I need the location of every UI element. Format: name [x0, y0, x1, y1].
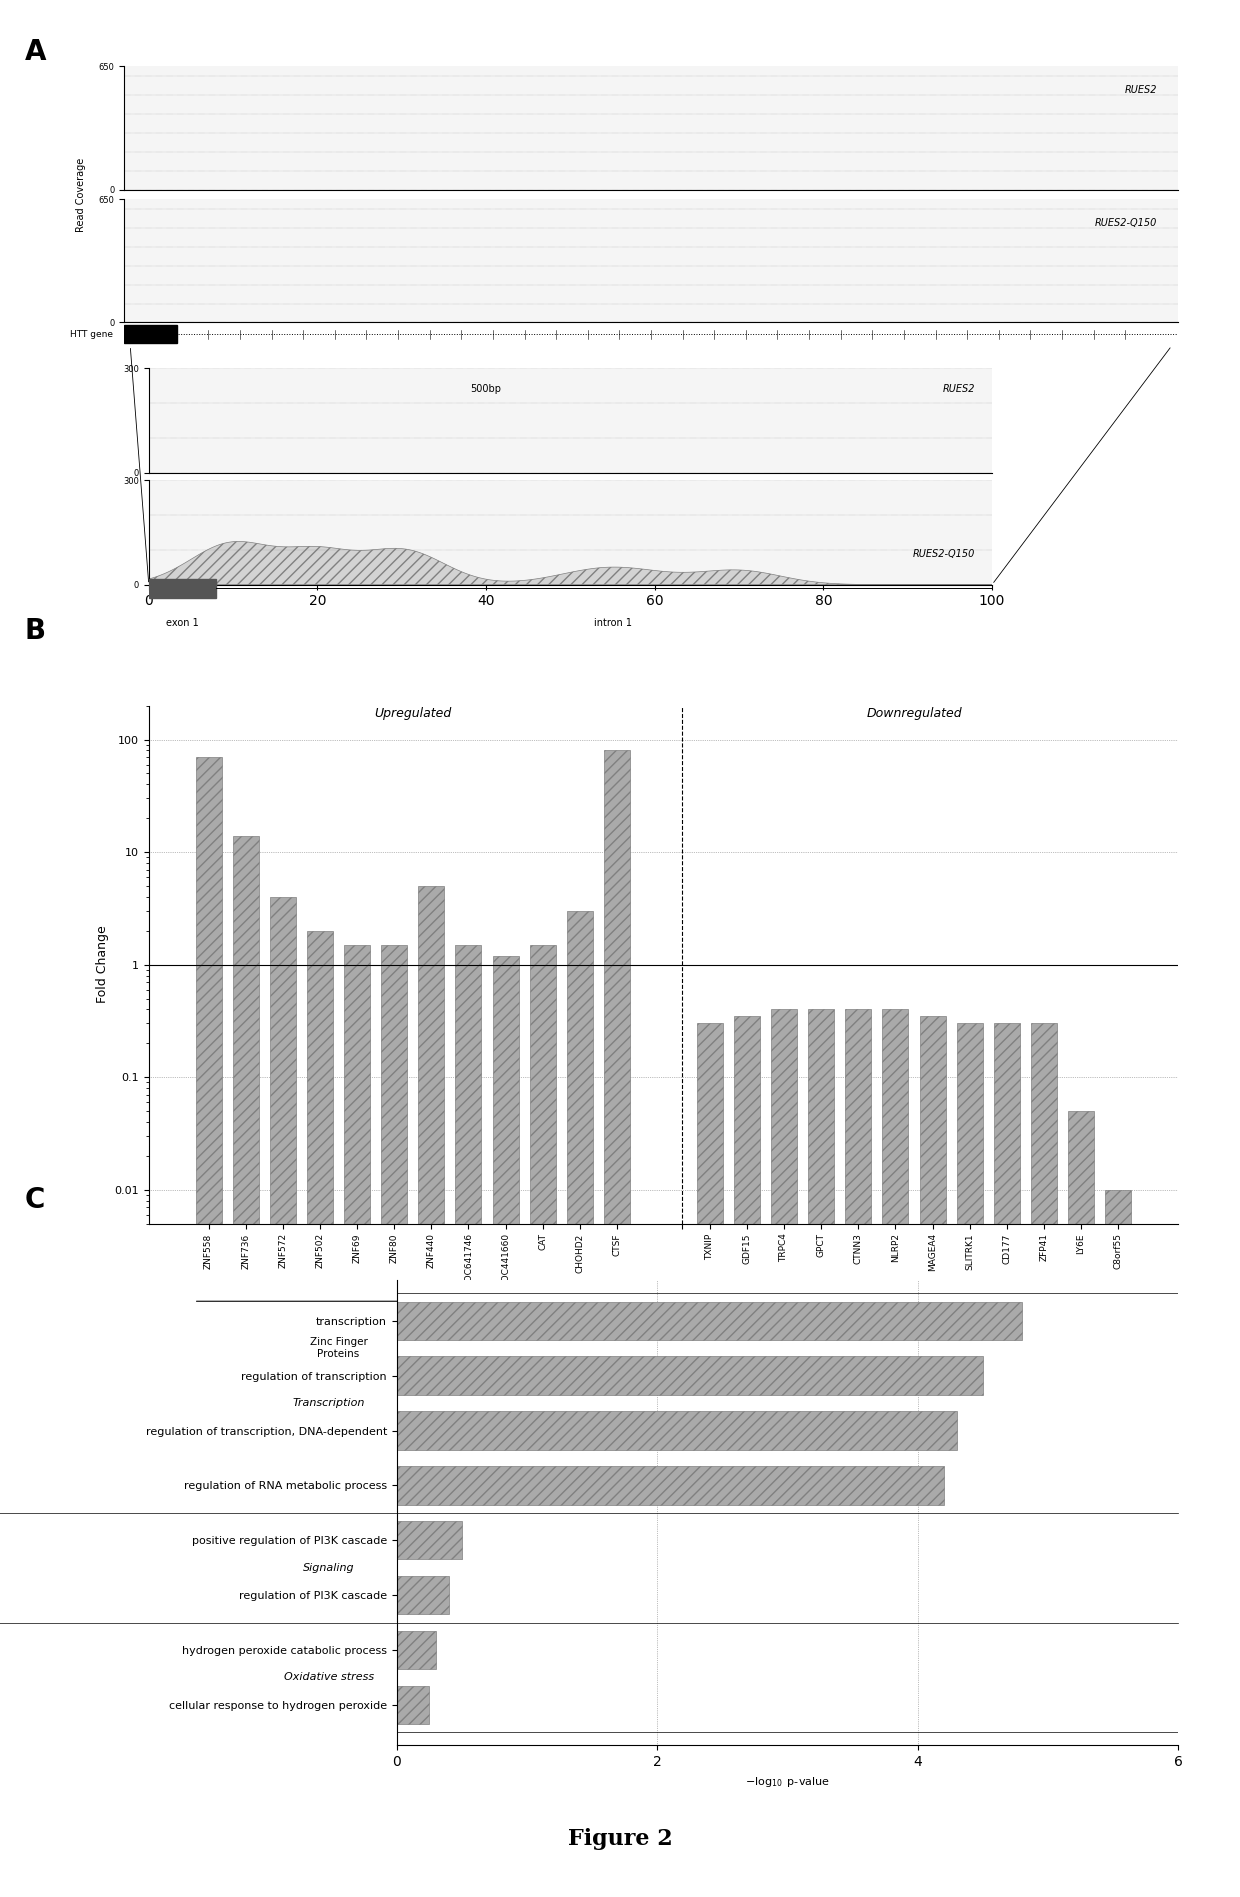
Bar — [920, 1017, 946, 1897]
Text: RUES2-Q150: RUES2-Q150 — [913, 548, 975, 558]
Text: Oxidative stress: Oxidative stress — [284, 1673, 374, 1683]
Bar — [343, 945, 370, 1897]
Text: RUES2-Q150: RUES2-Q150 — [1095, 218, 1157, 228]
Bar — [604, 751, 630, 1897]
Text: Upregulated: Upregulated — [374, 708, 451, 719]
Text: HTT gene: HTT gene — [71, 330, 114, 340]
Bar — [397, 1576, 449, 1614]
Bar — [846, 1009, 872, 1897]
Text: A: A — [25, 38, 46, 66]
Bar — [381, 945, 407, 1897]
Bar — [397, 1631, 436, 1669]
Text: Read Coverage: Read Coverage — [76, 157, 86, 231]
Bar — [397, 1356, 982, 1394]
Bar — [808, 1009, 835, 1897]
Text: RUES2: RUES2 — [942, 383, 975, 395]
Text: exon 1: exon 1 — [166, 618, 198, 628]
Text: B: B — [25, 617, 46, 645]
Bar — [529, 945, 556, 1897]
Text: RUES2: RUES2 — [1125, 85, 1157, 95]
Bar — [1068, 1112, 1094, 1897]
Text: Downregulated: Downregulated — [867, 708, 962, 719]
Bar — [492, 956, 518, 1897]
Y-axis label: Fold Change: Fold Change — [95, 926, 109, 1004]
Bar — [397, 1301, 1022, 1339]
Text: lncRNAs: lncRNAs — [521, 1337, 564, 1347]
Bar — [771, 1009, 797, 1897]
Bar — [397, 1521, 461, 1559]
Bar — [397, 1466, 944, 1504]
Bar — [1030, 1024, 1056, 1897]
Bar — [734, 1017, 760, 1897]
Bar — [993, 1024, 1019, 1897]
Text: Zinc Finger
Proteins: Zinc Finger Proteins — [310, 1337, 367, 1358]
Bar — [196, 757, 222, 1897]
Text: Signaling: Signaling — [304, 1563, 355, 1573]
Text: Figure 2: Figure 2 — [568, 1827, 672, 1850]
Text: intron 1: intron 1 — [594, 618, 631, 628]
Bar — [567, 911, 593, 1897]
Text: Transcription: Transcription — [293, 1398, 366, 1408]
Bar — [883, 1009, 909, 1897]
Bar — [397, 1686, 429, 1724]
Bar — [697, 1024, 723, 1897]
Bar — [149, 579, 216, 598]
Bar — [233, 837, 259, 1897]
Bar — [1105, 1189, 1131, 1897]
Bar — [957, 1024, 983, 1897]
Bar — [308, 931, 334, 1897]
Bar — [124, 324, 176, 343]
Bar — [418, 886, 444, 1897]
X-axis label: $-\log_{10}$ p-value: $-\log_{10}$ p-value — [745, 1774, 830, 1789]
Bar — [397, 1411, 956, 1449]
Bar — [270, 897, 296, 1897]
Bar — [455, 945, 481, 1897]
Text: 500bp: 500bp — [471, 383, 501, 395]
Text: C: C — [25, 1186, 45, 1214]
